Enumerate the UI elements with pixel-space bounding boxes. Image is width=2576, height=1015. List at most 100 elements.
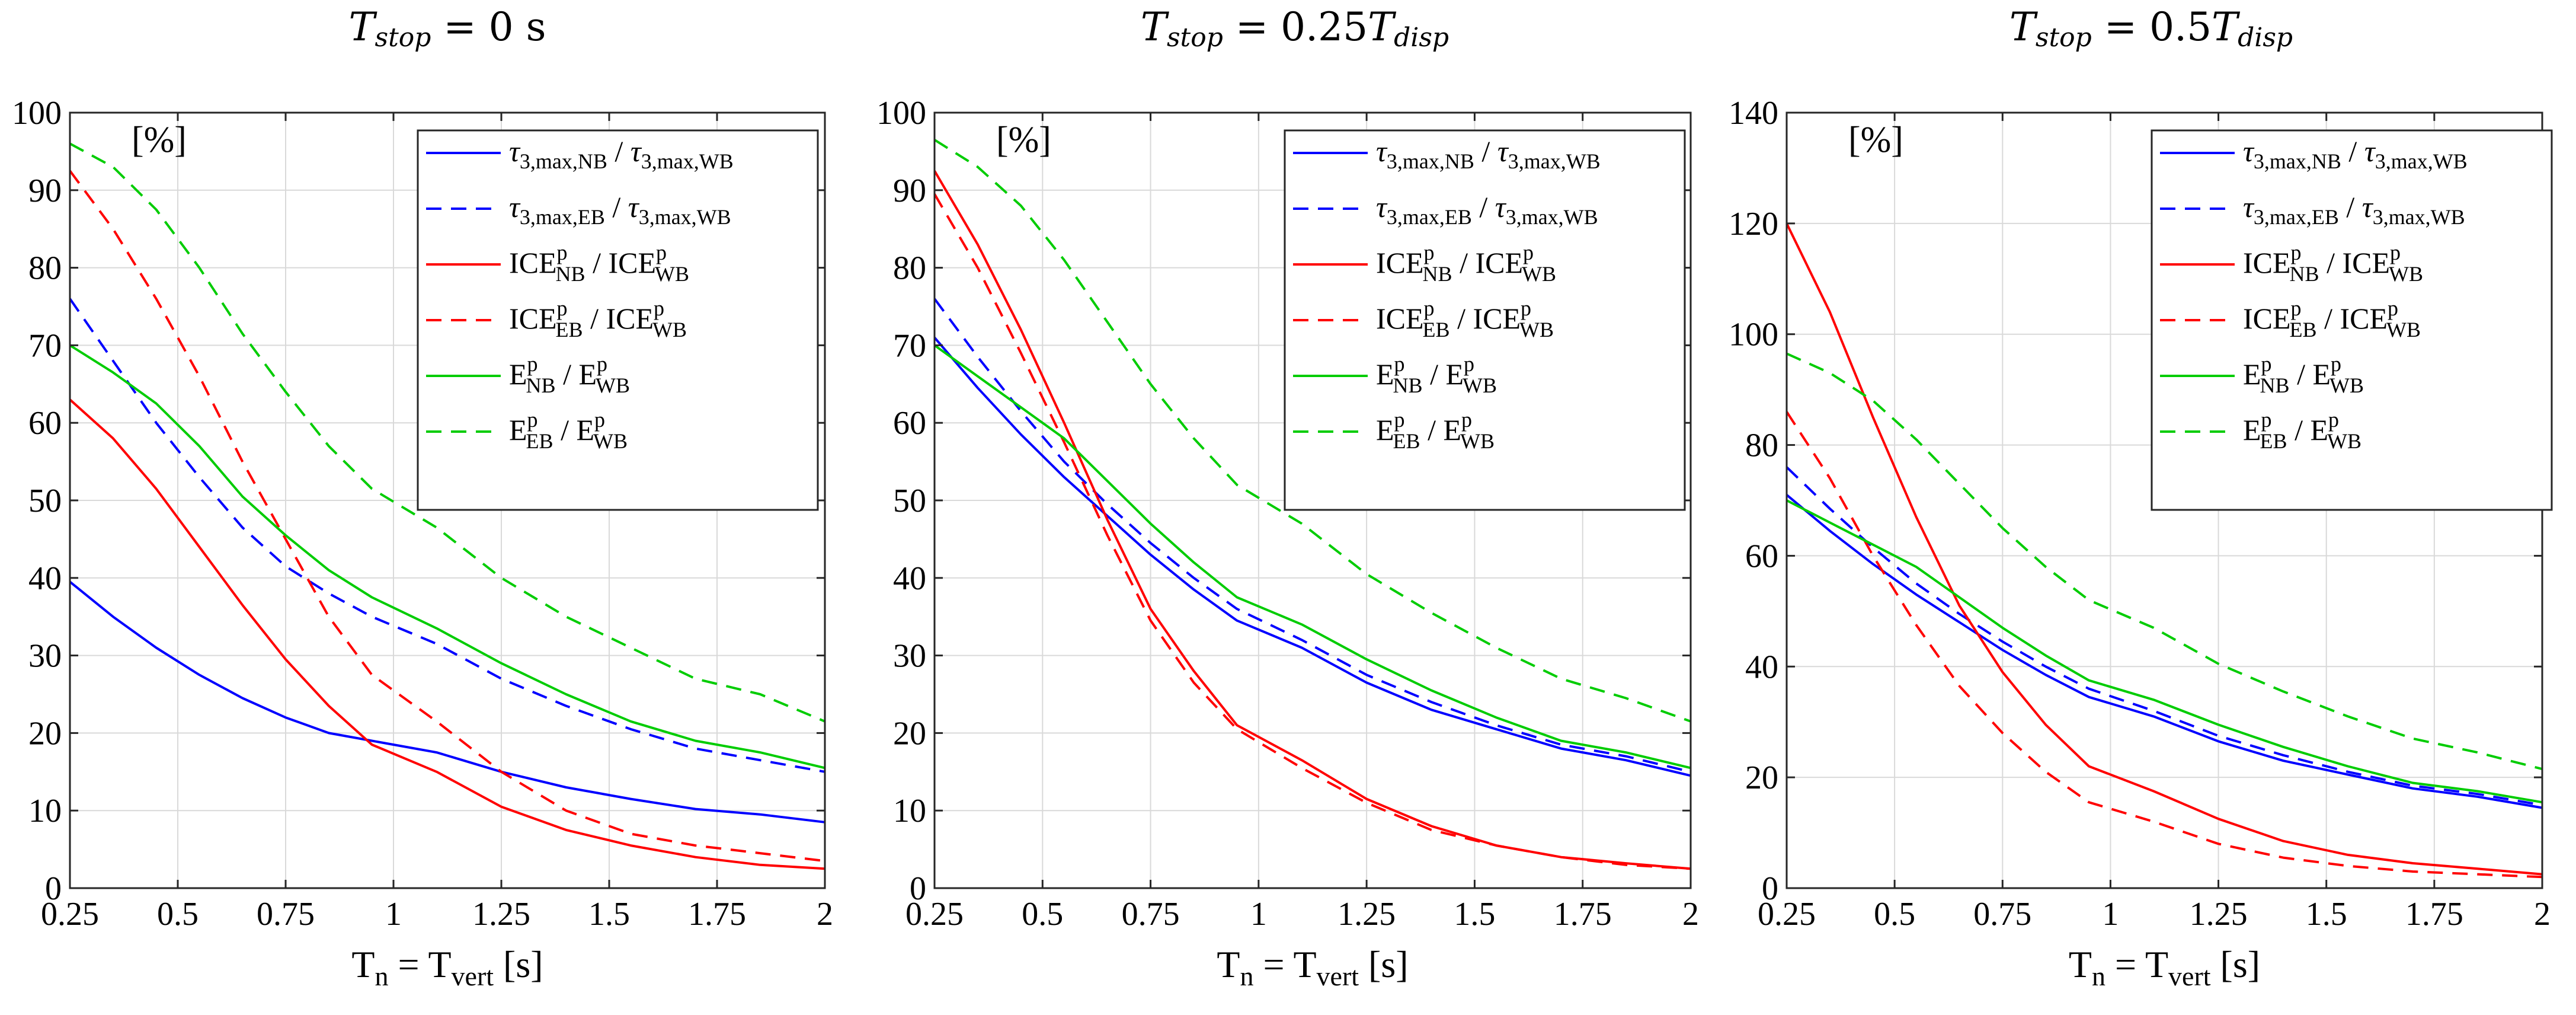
y-tick-label: 40 <box>28 560 62 597</box>
legend-sup: p <box>1424 296 1435 320</box>
legend-main: τ <box>1376 135 1388 168</box>
legend-sup: p <box>527 408 538 432</box>
y-tick-label: 60 <box>1745 538 1778 574</box>
legend-sup: p <box>1424 241 1435 264</box>
legend-sub2: WB <box>593 429 628 453</box>
x-axis-label: Tn = Tvert [s] <box>2069 943 2260 991</box>
series-line-6 <box>933 139 1691 723</box>
legend-label-4: ICEp EB / ICEp WB <box>2243 296 2421 341</box>
xlabel-vert: vert <box>1317 961 1359 991</box>
legend-sep: / <box>585 246 609 279</box>
legend-main: τ <box>2243 135 2255 168</box>
legend-sub: NB <box>1423 262 1452 286</box>
legend-sep: / <box>1474 135 1497 168</box>
legend-label-2: τ3,max,EB / τ3,max,WB <box>1376 190 1598 229</box>
y-tick-label: 100 <box>12 95 62 132</box>
title-rhs: = 0 s <box>431 4 546 50</box>
legend-main2: ICE <box>608 246 656 279</box>
xlabel-n: n <box>375 961 389 991</box>
series-line-4 <box>69 170 825 863</box>
x-tick-label: 0.5 <box>157 896 199 933</box>
legend-sup: p <box>557 296 568 320</box>
legend-sep: / <box>2290 358 2313 391</box>
x-tick-label: 0.25 <box>905 896 964 933</box>
legend-main: ICE <box>2243 302 2291 335</box>
x-tick-label: 0.75 <box>1973 896 2031 933</box>
legend-main2: E <box>2310 413 2328 446</box>
legend-main: τ <box>2243 190 2255 224</box>
legend-sub: 3,max,EB <box>520 205 605 229</box>
title-var: T <box>1141 4 1170 50</box>
legend-label-1: τ3,max,NB / τ3,max,WB <box>509 135 734 173</box>
legend-sep: / <box>1423 358 1446 391</box>
series-line-2 <box>933 298 1691 773</box>
y-tick-label: 20 <box>893 715 926 752</box>
legend-main: E <box>2243 358 2261 391</box>
legend-sup: p <box>2261 352 2272 376</box>
legend-sep: / <box>583 302 606 335</box>
x-tick-label: 1.5 <box>2306 896 2347 933</box>
y-tick-label: 90 <box>28 173 62 209</box>
legend-sup: p <box>2261 408 2272 432</box>
legend-sub: 3,max,EB <box>1387 205 1472 229</box>
legend-sep: / <box>553 413 577 446</box>
legend-main2: ICE <box>1473 302 1521 335</box>
x-tick-label: 1.25 <box>1337 896 1396 933</box>
legend-sub: 3,max,NB <box>2254 149 2341 173</box>
x-tick-label: 0.5 <box>1874 896 1915 933</box>
series-line-5 <box>1786 499 2543 804</box>
legend-sub2: WB <box>2389 262 2423 286</box>
legend-main2: E <box>578 358 597 391</box>
series-line-5 <box>69 344 825 770</box>
legend-sup2: p <box>2390 241 2401 264</box>
legend-sup2: p <box>594 408 605 432</box>
xlabel-vert: vert <box>2168 961 2211 991</box>
xlabel-t: T <box>2069 943 2092 985</box>
legend-sub: NB <box>2260 374 2290 397</box>
series-line-6 <box>1786 352 2543 771</box>
y-tick-label: 20 <box>28 715 62 752</box>
x-tick-label: 1 <box>1250 896 1267 933</box>
legend-sub: EB <box>556 318 583 341</box>
legend-main2: ICE <box>606 302 654 335</box>
unit-label: [%] <box>132 120 187 160</box>
legend-main2: E <box>2312 358 2331 391</box>
legend-label-4: ICEp EB / ICEp WB <box>1376 296 1554 341</box>
y-tick-label: 30 <box>893 638 926 675</box>
legend-label-4: ICEp EB / ICEp WB <box>509 296 687 341</box>
xlabel-t: T <box>351 943 375 985</box>
legend-label-6: Ep EB / Ep WB <box>1376 408 1495 453</box>
x-tick-label: 0.25 <box>1758 896 1816 933</box>
legend-main2: τ <box>1497 135 1509 168</box>
legend-sup: p <box>1394 352 1405 376</box>
legend-main: ICE <box>1376 302 1424 335</box>
x-tick-label: 0.5 <box>1022 896 1063 933</box>
legend-sep: / <box>2287 413 2311 446</box>
legend-sep: / <box>2317 302 2340 335</box>
legend-sep: / <box>2339 190 2362 224</box>
legend-sup: p <box>2291 296 2302 320</box>
y-tick-label: 70 <box>893 327 926 364</box>
x-tick-label: 1.25 <box>2190 896 2248 933</box>
legend-sup: p <box>557 241 568 264</box>
title-rhs: = 0.5 <box>2092 4 2212 50</box>
legend-main: ICE <box>1376 246 1424 279</box>
legend-sep: / <box>1420 413 1444 446</box>
xlabel-unit: [s] <box>1359 943 1409 985</box>
chart-title: Tstop = 0.25Tdisp <box>1141 4 1449 53</box>
legend-sup2: p <box>656 241 667 264</box>
x-tick-label: 1 <box>385 896 402 933</box>
x-tick-label: 0.25 <box>41 896 99 933</box>
xlabel-eq: = T <box>2105 943 2168 985</box>
legend-main2: E <box>1443 413 1461 446</box>
legend-sup2: p <box>1461 408 1472 432</box>
series-line-6 <box>69 142 825 723</box>
legend-label-5: Ep NB / Ep WB <box>2243 352 2364 397</box>
legend-main: τ <box>509 135 521 168</box>
legend-sub: NB <box>1393 374 1423 397</box>
legend-sep: / <box>2319 246 2343 279</box>
